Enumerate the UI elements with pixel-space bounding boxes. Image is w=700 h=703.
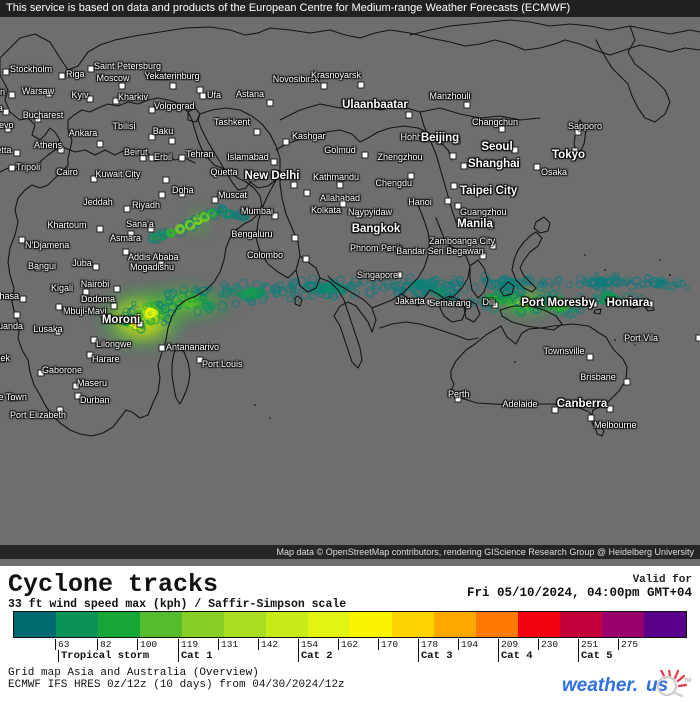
svg-text:weather.: weather. — [562, 675, 638, 696]
svg-text:TM: TM — [684, 678, 691, 684]
